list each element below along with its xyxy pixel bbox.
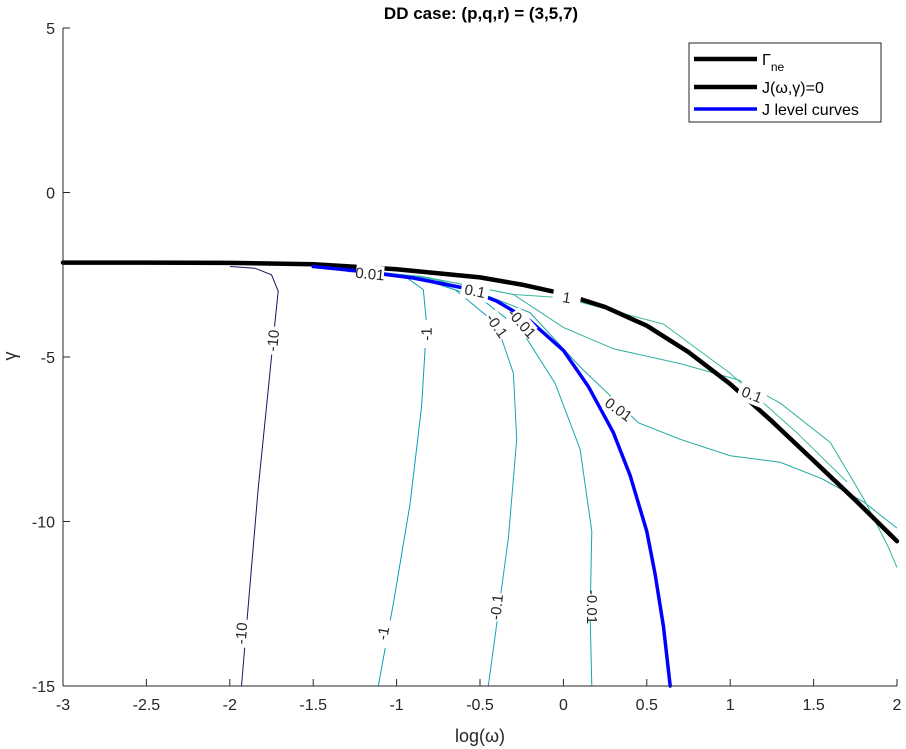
contour-label: -0.01 <box>583 590 600 624</box>
contour-label-bg <box>551 286 583 309</box>
main-series-group <box>60 260 900 688</box>
contour-label-bg <box>355 263 385 285</box>
x-axis-label: log(ω) <box>455 726 505 746</box>
contour-labels-group: -10-10-1-1-0.1-0.1-0.01-0.010.010.010.10… <box>231 263 769 649</box>
legend-label-j-level: J level curves <box>762 102 859 119</box>
x-tick-label: -2.5 <box>133 697 161 714</box>
x-tick-label: -1 <box>389 697 403 714</box>
x-tick-label: -0.5 <box>466 697 494 714</box>
contour-label: -1 <box>374 625 393 641</box>
contour-label-bg <box>481 309 513 343</box>
legend-label-gamma-ne: Γne <box>762 52 784 74</box>
contour-label: 0.1 <box>739 384 765 407</box>
x-ticks-group: -3 -2.5 -2 -1.5 -1 -0.5 0 0.5 1 1.5 2 <box>56 679 902 714</box>
y-tick-label: 5 <box>46 21 55 38</box>
x-tick-label: 0.5 <box>636 697 658 714</box>
contour-label: 1 <box>561 289 572 307</box>
x-tick-label: 1 <box>726 697 735 714</box>
x-tick-label: -3 <box>56 697 70 714</box>
contour-label-bg <box>735 381 769 409</box>
axes: -3 -2.5 -2 -1.5 -1 -0.5 0 0.5 1 1.5 2 5 0 -5 -10 -15 <box>32 21 902 714</box>
series-line <box>311 264 672 688</box>
y-tick-label: -10 <box>32 515 55 532</box>
contour-label: -10 <box>233 622 252 645</box>
contour-label-bg <box>582 593 601 622</box>
x-tick-label: -1.5 <box>299 697 327 714</box>
level-curve <box>229 266 279 687</box>
contour-label-bg <box>371 618 395 649</box>
series-line <box>60 260 900 544</box>
x-tick-label: 1.5 <box>802 697 824 714</box>
contour-label-bg <box>486 592 508 622</box>
contour-label: 0.1 <box>463 281 487 302</box>
contour-label-bg <box>601 394 636 426</box>
y-ticks-group: 5 0 -5 -10 -15 <box>32 21 70 696</box>
contour-label-bg <box>505 306 538 340</box>
legend: Γne J(ω,γ)=0 J level curves <box>688 42 882 123</box>
legend-label-j-zero: J(ω,γ)=0 <box>762 80 824 97</box>
contour-label: 0.01 <box>355 265 386 285</box>
y-tick-label: 0 <box>46 186 55 203</box>
contour-label-bg <box>262 325 284 356</box>
plot-area: -10-10-1-1-0.1-0.1-0.01-0.010.010.010.10… <box>60 260 900 688</box>
contour-label: -1 <box>419 327 436 341</box>
y-axis-label: γ <box>0 352 20 361</box>
contour-label: -0.1 <box>487 593 507 621</box>
contour-label: -10 <box>264 329 283 352</box>
contour-label-bg <box>417 319 436 349</box>
contour-label-bg <box>231 618 252 649</box>
y-tick-label: -5 <box>41 350 55 367</box>
chart-title: DD case: (p,q,r) = (3,5,7) <box>384 4 578 23</box>
y-tick-label: -15 <box>32 679 55 696</box>
x-tick-label: 0 <box>559 697 568 714</box>
x-tick-label: 2 <box>893 697 902 714</box>
contour-label-bg <box>459 279 491 303</box>
x-tick-label: -2 <box>223 697 237 714</box>
